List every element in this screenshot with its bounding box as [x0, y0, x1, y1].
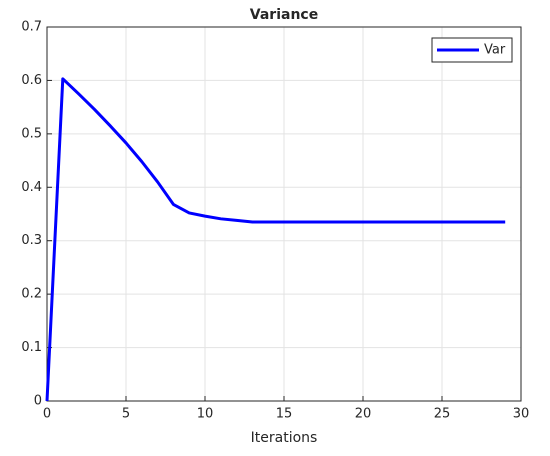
y-tick-label: 0.4: [21, 180, 42, 195]
y-tick-label: 0.6: [21, 73, 42, 88]
x-tick-label: 20: [355, 407, 372, 422]
axes-box: [46, 26, 522, 402]
y-tick-label: 0.1: [21, 340, 42, 355]
x-tick-label: 5: [122, 407, 130, 422]
x-tick-label: 10: [197, 407, 214, 422]
x-tick-label: 15: [276, 407, 293, 422]
y-tick-label: 0.2: [21, 287, 42, 302]
x-tick-label: 30: [513, 407, 530, 422]
x-axis-label: Iterations: [251, 430, 318, 446]
y-tick-label: 0.3: [21, 233, 42, 248]
x-tick-label: 0: [43, 407, 51, 422]
legend-label: Var: [484, 43, 506, 58]
x-tick-label: 25: [434, 407, 451, 422]
chart-title: Variance: [250, 7, 318, 23]
data-line: [45, 77, 506, 402]
y-tick-label: 0.5: [21, 126, 42, 141]
y-tick-label: 0: [34, 394, 42, 409]
y-tick-label: 0.7: [21, 20, 42, 35]
